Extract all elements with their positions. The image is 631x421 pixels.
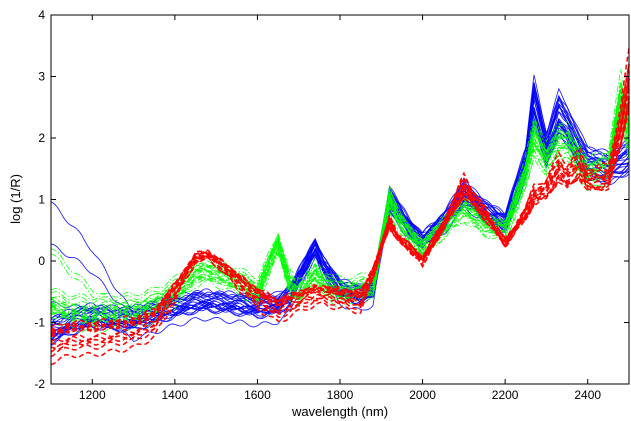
y-tick-label: 3 (38, 70, 45, 84)
x-axis-title: wavelength (nm) (291, 404, 388, 419)
spectrum-line-green (50, 98, 630, 313)
spectrum-line-red (50, 48, 630, 366)
spectrum-line-green (50, 100, 630, 311)
spectrum-line-green (50, 89, 630, 318)
y-tick-label: -1 (34, 316, 45, 330)
y-tick-label: 2 (38, 131, 45, 145)
x-tick-label: 2000 (409, 388, 436, 402)
x-tick-label: 1800 (327, 388, 354, 402)
y-tick-label: 0 (38, 254, 45, 268)
spectrum-line-red (50, 63, 630, 353)
y-tick-label: -2 (34, 377, 45, 391)
spectrum-line-red (50, 64, 630, 358)
axes-layer: 1200 1400 1600 1800 2000 2200 2400 -2 -1 0 1 2 3 4 (34, 8, 630, 402)
y-tick-label: 1 (38, 193, 45, 207)
spectrum-line-red (50, 71, 630, 350)
x-tick-label: 2200 (492, 388, 519, 402)
spectrum-line-red (50, 88, 630, 336)
x-tick-label: 2400 (574, 388, 601, 402)
y-tick-label: 4 (38, 8, 45, 22)
spectrum-line-green (50, 89, 630, 310)
spectrum-line-red (50, 86, 630, 338)
series-layer (50, 48, 630, 366)
series-red (50, 48, 630, 366)
x-tick-label: 1200 (79, 388, 106, 402)
y-axis-title: log (1/R) (8, 174, 23, 224)
spectrum-line-red (50, 100, 630, 332)
x-tick-label: 1400 (162, 388, 189, 402)
spectrum-line-green (50, 120, 630, 320)
series-green (50, 68, 630, 333)
spectrum-line-green (51, 113, 630, 312)
x-tick-label: 1600 (244, 388, 271, 402)
